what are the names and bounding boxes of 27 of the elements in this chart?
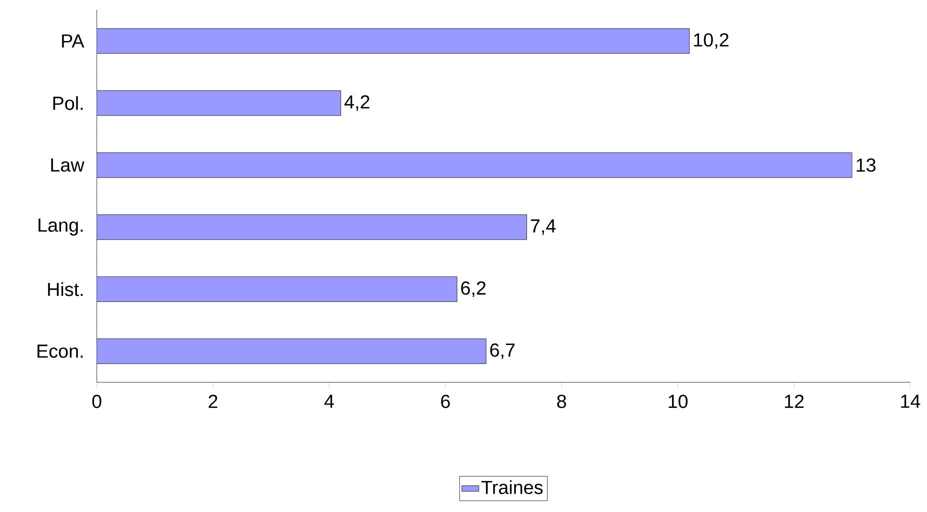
y-tick-label: Lang. bbox=[38, 218, 83, 236]
y-tick-label: Econ. bbox=[38, 344, 83, 358]
bar bbox=[96, 28, 690, 54]
data-label: 6,7 bbox=[490, 343, 515, 360]
bar bbox=[96, 276, 458, 302]
y-tick-label: PA bbox=[62, 34, 84, 48]
data-label: 4,2 bbox=[344, 95, 370, 111]
x-tick-label: 14 bbox=[901, 394, 920, 408]
bar bbox=[96, 338, 486, 364]
legend-label: Traines bbox=[481, 480, 543, 494]
data-label: 6,2 bbox=[461, 281, 486, 297]
x-tick-label: 4 bbox=[324, 394, 334, 408]
x-tick-label: 12 bbox=[784, 394, 804, 408]
y-tick-label: Law bbox=[51, 158, 84, 172]
data-label: 7,4 bbox=[530, 219, 556, 235]
x-tick-label: 0 bbox=[92, 394, 102, 408]
bar bbox=[96, 214, 527, 240]
y-tick-label: Hist. bbox=[48, 282, 83, 296]
x-tick-label: 10 bbox=[668, 394, 688, 408]
bar bbox=[96, 152, 852, 178]
data-label: 10,2 bbox=[694, 33, 728, 49]
bar bbox=[96, 90, 342, 116]
data-label: 13 bbox=[856, 158, 876, 172]
x-tick-label: 2 bbox=[208, 394, 218, 408]
x-tick-label: 6 bbox=[441, 394, 450, 408]
x-tick-label: 8 bbox=[557, 394, 566, 408]
y-tick-label: Pol. bbox=[53, 96, 83, 110]
